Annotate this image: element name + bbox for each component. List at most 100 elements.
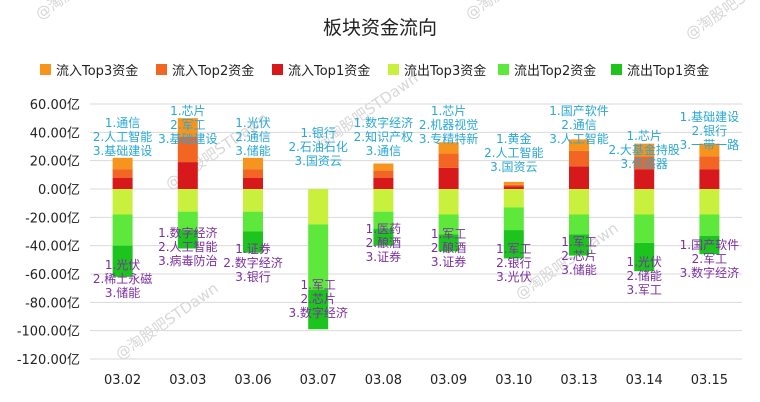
sector-labels: 1.通信2.人工智能3.基础建设1.光伏2.稀土永磁3.储能1.芯片2.军工3.…: [93, 104, 739, 320]
x-tick-label: 03.13: [560, 373, 597, 388]
y-tick-label: 60.00亿: [30, 98, 80, 113]
outflow-sector-label: 2.人工智能: [158, 239, 217, 254]
inflow-sector-label: 2.知识产权: [354, 130, 413, 144]
bar-outflow-segment: [373, 189, 394, 212]
bar-inflow-segment: [634, 156, 655, 170]
y-tick-label: -20.00亿: [25, 211, 80, 226]
inflow-sector-label: 1.芯片: [626, 129, 661, 143]
bar-outflow-segment: [438, 189, 459, 215]
inflow-sector-label: 2.人工智能: [93, 129, 152, 144]
inflow-sector-label: 3.通信: [366, 144, 401, 158]
inflow-sector-label: 2.通信: [561, 118, 596, 132]
legend-label: 流出Top1资金: [627, 63, 709, 79]
bar-outflow-segment: [243, 189, 263, 212]
inflow-sector-label: 1.光伏: [235, 116, 270, 130]
y-tick-label: -120.00亿: [17, 353, 80, 368]
legend: 流入Top3资金 流入Top2资金 流入Top1资金 流出Top3资金 流出Top2资金…: [40, 63, 709, 79]
bar-inflow-segment: [438, 142, 459, 154]
outflow-sector-label: 3.储能: [561, 262, 596, 277]
bar-outflow-segment: [503, 189, 524, 208]
inflow-sector-label: 2.军工: [170, 118, 205, 132]
legend-swatch: [272, 64, 283, 75]
x-tick-label: 03.07: [300, 373, 337, 388]
inflow-sector-label: 1.国产软件: [549, 104, 608, 118]
legend-label: 流入Top1资金: [288, 63, 370, 79]
bar-outflow-segment: [373, 228, 394, 246]
x-tick-label: 03.02: [104, 373, 141, 388]
legend-swatch: [388, 64, 399, 75]
bar-outflow-segment: [177, 211, 198, 231]
y-tick-label: 20.00亿: [30, 155, 80, 170]
bar-outflow-segment: [699, 189, 720, 215]
bar-inflow-segment: [569, 150, 589, 167]
bar-inflow-segment: [243, 157, 263, 170]
outflow-sector-label: 3.银行: [235, 270, 270, 284]
gridlines: [90, 103, 742, 360]
bar-inflow-segment: [177, 136, 198, 163]
x-tick-label: 03.10: [495, 373, 532, 388]
bar-stacks: [112, 118, 720, 330]
y-tick-label: 40.00亿: [30, 126, 80, 141]
chart-title: 板块资金流向: [323, 17, 437, 39]
bar-outflow-segment: [112, 245, 133, 277]
bar-inflow-segment: [503, 186, 524, 189]
bar-inflow-segment: [177, 118, 198, 137]
outflow-sector-label: 3.光伏: [496, 270, 531, 284]
outflow-sector-label: 2.数字经济: [223, 255, 282, 270]
outflow-sector-label: 2.储能: [626, 268, 661, 283]
bar-inflow-segment: [373, 170, 394, 178]
inflow-sector-label: 2.石油石化: [288, 140, 347, 154]
inflow-sector-label: 1.数字经济: [354, 115, 413, 130]
bar-outflow-segment: [699, 235, 720, 255]
legend-label: 流出Top3资金: [404, 63, 486, 79]
bar-outflow-segment: [503, 230, 524, 259]
bar-outflow-segment: [503, 207, 524, 231]
bar-outflow-segment: [177, 230, 198, 249]
inflow-sector-label: 1.银行: [300, 126, 335, 140]
outflow-sector-label: 1.数字经济: [158, 225, 217, 240]
inflow-sector-label: 1.基础建设: [680, 110, 739, 124]
x-tick-label: 03.15: [691, 373, 728, 388]
x-axis: 03.02 03.03 03.06 03.07 03.08 03.09 03.10 03.13…: [104, 373, 728, 388]
outflow-sector-label: 3.数字经济: [680, 265, 739, 280]
bar-outflow-segment: [699, 214, 720, 236]
bar-outflow-segment: [177, 189, 198, 212]
bar-inflow-segment: [699, 169, 720, 189]
inflow-sector-label: 2.通信: [235, 130, 270, 144]
bar-outflow-segment: [373, 211, 394, 229]
outflow-sector-label: 2.稀土永磁: [93, 271, 152, 286]
outflow-sector-label: 1.医药: [366, 222, 401, 236]
bar-outflow-segment: [112, 214, 133, 246]
legend-label: 流出Top2资金: [514, 63, 596, 79]
bar-outflow-segment: [112, 189, 133, 215]
bar-inflow-segment: [438, 167, 459, 189]
legend-swatch: [498, 64, 509, 75]
bar-inflow-segment: [634, 169, 655, 189]
inflow-sector-label: 2.银行: [692, 124, 727, 138]
bar-inflow-segment: [373, 163, 394, 171]
bar-outflow-segment: [308, 289, 329, 330]
outflow-sector-label: 3.证券: [366, 249, 401, 264]
inflow-sector-label: 2.人工智能: [484, 145, 543, 160]
bar-outflow-segment: [634, 242, 655, 272]
bar-inflow-segment: [699, 156, 720, 170]
bar-inflow-segment: [503, 184, 524, 187]
bar-inflow-segment: [438, 153, 459, 168]
bar-outflow-segment: [569, 234, 589, 256]
inflow-sector-label: 3.基础建设: [158, 132, 217, 146]
y-axis: 60.00亿 40.00亿 20.00亿 0.00亿 -20.00亿 -40.00亿 -60…: [17, 98, 80, 368]
inflow-sector-label: 3.国资云: [490, 160, 537, 174]
bar-outflow-segment: [634, 189, 655, 215]
bar-outflow-segment: [243, 211, 263, 232]
bar-inflow-segment: [177, 162, 198, 189]
y-tick-label: -60.00亿: [25, 268, 80, 283]
inflow-sector-label: 1.芯片: [431, 104, 466, 118]
bar-inflow-segment: [112, 157, 133, 170]
outflow-sector-label: 1.军工: [300, 278, 335, 292]
bar-inflow-segment: [634, 143, 655, 157]
legend-swatch: [611, 64, 622, 75]
inflow-sector-label: 1.黄金: [496, 131, 531, 146]
bar-outflow-segment: [438, 214, 459, 235]
bar-inflow-segment: [569, 139, 589, 151]
outflow-sector-label: 3.病毒防治: [158, 253, 217, 268]
